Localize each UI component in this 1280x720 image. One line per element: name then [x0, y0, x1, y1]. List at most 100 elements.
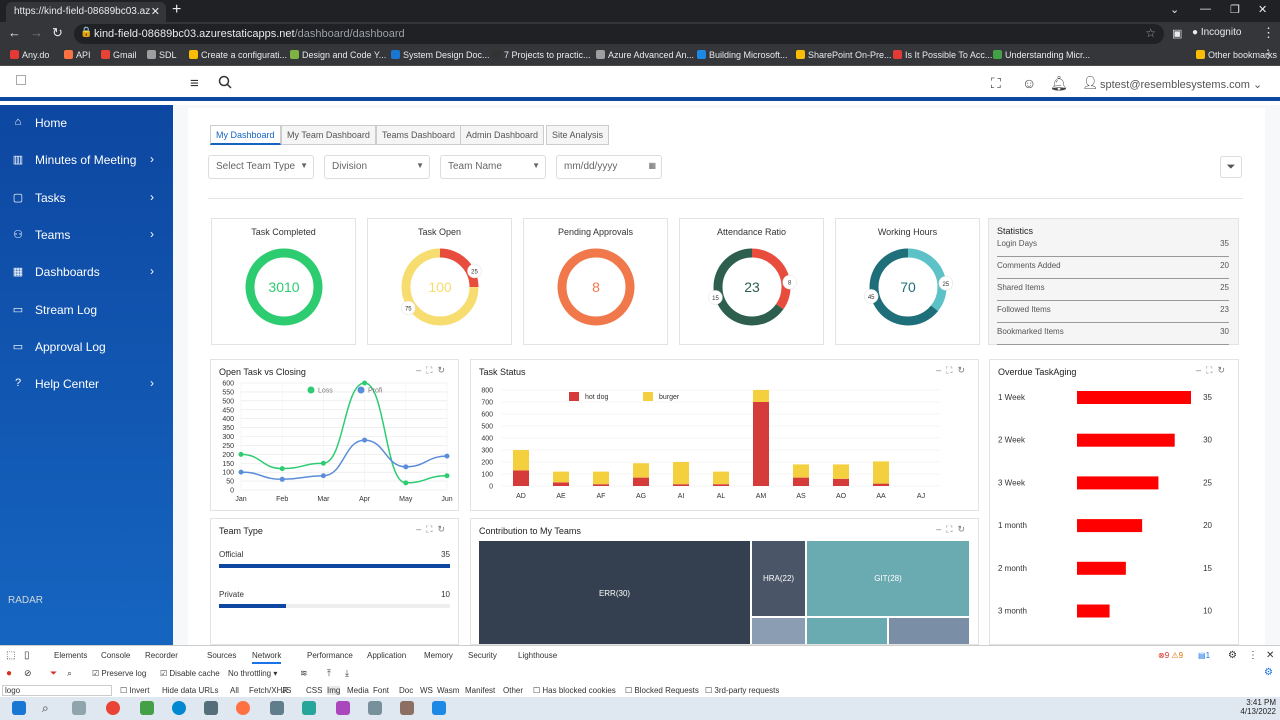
- data-point[interactable]: [444, 453, 450, 459]
- sidepanel-icon[interactable]: ▣: [1172, 28, 1183, 40]
- bar-burger[interactable]: [593, 471, 609, 485]
- bookmark-item[interactable]: Any.do: [10, 50, 49, 60]
- treemap-cell[interactable]: [752, 618, 805, 644]
- treemap-cell[interactable]: [807, 618, 887, 644]
- smiley-icon[interactable]: ☺: [1022, 75, 1037, 91]
- treemap-cell[interactable]: ERR(30): [479, 541, 750, 644]
- firefox-icon[interactable]: [236, 701, 250, 715]
- data-point[interactable]: [403, 464, 409, 470]
- avatar[interactable]: 👤︎: [1082, 75, 1099, 90]
- bar-hot-dog[interactable]: [833, 478, 849, 486]
- settings-icon[interactable]: ⚙: [1264, 667, 1273, 678]
- app-icon[interactable]: [302, 701, 316, 715]
- legend-marker[interactable]: [357, 386, 365, 394]
- bar-hot-dog[interactable]: [873, 483, 889, 486]
- devtools-tab-network[interactable]: Network: [252, 651, 282, 664]
- bar-hot-dog[interactable]: [553, 482, 569, 486]
- close-tab-icon[interactable]: ✕: [150, 6, 160, 18]
- throttling-select[interactable]: No throttling ▾: [228, 669, 278, 678]
- bookmark-item[interactable]: Is It Possible To Acc...: [893, 50, 992, 60]
- devtools-filter-3rd-party-requests[interactable]: ☐ 3rd-party requests: [705, 686, 780, 695]
- sidebar-item-dashboards[interactable]: ▦ Dashboards ›: [0, 258, 173, 288]
- bar[interactable]: [1077, 604, 1110, 618]
- bookmark-item[interactable]: API: [64, 50, 91, 60]
- url-input[interactable]: 🔒 kind-field-08689bc03.azurestaticapps.n…: [74, 24, 1164, 44]
- bar-burger[interactable]: [793, 464, 809, 478]
- windows-start-icon[interactable]: [12, 701, 26, 715]
- more-icon[interactable]: ⋮: [1248, 650, 1258, 661]
- devtools-filter-fetch-xhr[interactable]: Fetch/XHR: [249, 686, 288, 695]
- new-tab-icon[interactable]: +: [172, 1, 182, 18]
- tab-teams-dashboard[interactable]: Teams Dashboard: [376, 125, 462, 145]
- date-input[interactable]: mm/dd/yyyy ▦: [556, 155, 662, 179]
- sidebar-item-tasks[interactable]: ▢ Tasks ›: [0, 184, 173, 214]
- data-point[interactable]: [403, 480, 409, 486]
- devtools-tab-sources[interactable]: Sources: [207, 651, 237, 660]
- devtools-tab-recorder[interactable]: Recorder: [145, 651, 178, 660]
- devtools-filter-blocked-requests[interactable]: ☐ Blocked Requests: [625, 686, 699, 695]
- devtools-tab-console[interactable]: Console: [101, 651, 131, 660]
- tab-site-analysis[interactable]: Site Analysis: [546, 125, 610, 145]
- bar-burger[interactable]: [553, 471, 569, 483]
- bookmark-item[interactable]: SDL: [147, 50, 177, 60]
- card-tools[interactable]: –⛶↻: [1196, 365, 1230, 375]
- incognito-badge[interactable]: ● Incognito: [1192, 27, 1242, 38]
- devtools-filter-img[interactable]: Img: [327, 686, 341, 695]
- devtools-errors-badge[interactable]: ⊗9 ⚠9: [1158, 651, 1184, 660]
- data-point[interactable]: [279, 466, 285, 472]
- bar[interactable]: [1077, 476, 1159, 490]
- devtools-tab-application[interactable]: Application: [367, 651, 407, 660]
- restore-icon[interactable]: ❐: [1230, 4, 1240, 16]
- bar[interactable]: [1077, 391, 1191, 404]
- devtools-messages-badge[interactable]: ▤1: [1198, 651, 1211, 660]
- bar-hot-dog[interactable]: [593, 484, 609, 486]
- devtools-filter-doc[interactable]: Doc: [399, 686, 413, 695]
- devtools-filter-hide-data-urls[interactable]: Hide data URLs: [162, 686, 218, 695]
- card-tools[interactable]: –⛶↻: [416, 524, 450, 534]
- bar-hot-dog[interactable]: [673, 484, 689, 486]
- bar-hot-dog[interactable]: [753, 402, 769, 486]
- bar-hot-dog[interactable]: [633, 477, 649, 486]
- bookmark-item[interactable]: Create a configurati...: [189, 50, 287, 60]
- chrome-icon[interactable]: [106, 701, 120, 715]
- devtools-filter-css[interactable]: CSS: [306, 686, 322, 695]
- bell-icon[interactable]: 🔔︎: [1050, 75, 1068, 91]
- download-icon[interactable]: ⤓: [345, 668, 349, 678]
- logo[interactable]: [16, 75, 26, 85]
- data-point[interactable]: [362, 437, 368, 443]
- devtools-tab-memory[interactable]: Memory: [424, 651, 453, 660]
- treemap-cell[interactable]: [889, 618, 969, 644]
- search-icon[interactable]: [218, 75, 232, 89]
- app-icon[interactable]: [400, 701, 414, 715]
- card-tools[interactable]: –⛶↻: [416, 365, 450, 375]
- tab-my-dashboard[interactable]: My Dashboard: [210, 125, 281, 145]
- task-view-icon[interactable]: [72, 701, 86, 715]
- bar-burger[interactable]: [633, 463, 649, 478]
- app-icon[interactable]: [336, 701, 350, 715]
- bar[interactable]: [1077, 433, 1175, 447]
- chevron-down-icon[interactable]: ⌄: [1170, 4, 1180, 16]
- bookmark-item[interactable]: 7 Projects to practic...: [492, 50, 591, 60]
- preserve-log-checkbox[interactable]: ☑ Preserve log: [92, 669, 147, 678]
- edge-icon[interactable]: [172, 701, 186, 715]
- bookmark-item[interactable]: Gmail: [101, 50, 137, 60]
- filter-icon[interactable]: ⏷: [50, 668, 58, 678]
- filter-icon[interactable]: ⏷: [1220, 156, 1242, 178]
- bookmark-item[interactable]: Azure Advanced An...: [596, 50, 694, 60]
- user-menu[interactable]: sptest@resemblesystems.com ⌄: [1100, 78, 1262, 91]
- disable-cache-checkbox[interactable]: ☑ Disable cache: [160, 669, 220, 678]
- hamburger-menu-icon[interactable]: ≡: [190, 75, 199, 92]
- devtools-filter-all[interactable]: All: [230, 686, 239, 695]
- bookmark-item[interactable]: SharePoint On-Pre...: [796, 50, 892, 60]
- bookmark-item[interactable]: Other bookmarks: [1196, 50, 1277, 60]
- more-icon[interactable]: ⋮: [1262, 47, 1274, 61]
- bar-burger[interactable]: [673, 462, 689, 485]
- data-point[interactable]: [444, 473, 450, 479]
- legend-label[interactable]: hot dog: [585, 394, 608, 401]
- division-select[interactable]: Division ▼: [324, 155, 430, 179]
- bar-burger[interactable]: [513, 450, 529, 471]
- fullscreen-icon[interactable]: ⛶: [991, 75, 1001, 91]
- zoom-icon[interactable]: [432, 701, 446, 715]
- bookmark-item[interactable]: Design and Code Y...: [290, 50, 386, 60]
- devtools-tab-performance[interactable]: Performance: [307, 651, 353, 660]
